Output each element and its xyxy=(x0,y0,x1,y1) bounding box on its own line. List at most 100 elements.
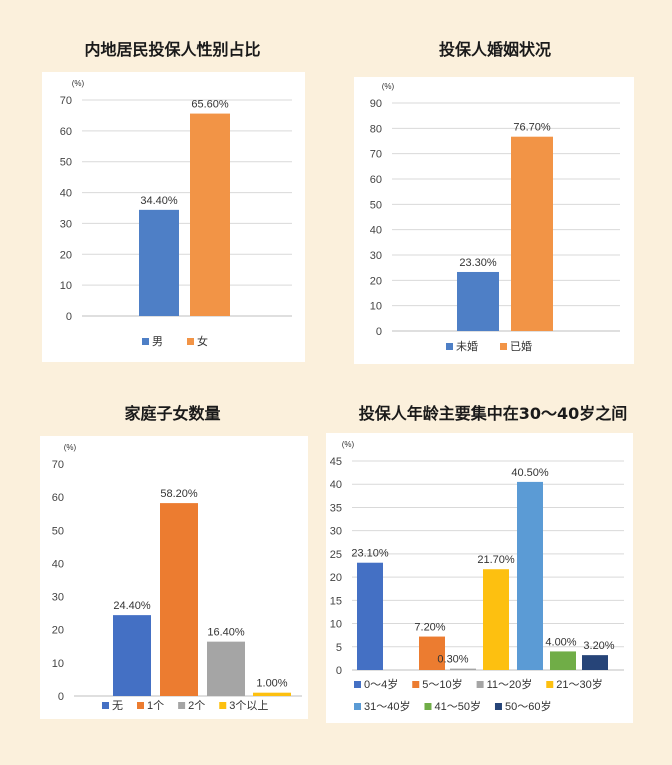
bar-1 xyxy=(357,562,383,670)
data-label: 3.20% xyxy=(583,640,614,652)
y-tick-label: 25 xyxy=(330,549,342,561)
data-label: 4.00% xyxy=(545,636,576,648)
legend-label: 0～4岁 xyxy=(364,677,398,691)
legend-label: 无 xyxy=(112,700,123,712)
y-tick-label: 30 xyxy=(370,250,382,262)
chart-title-marital: 投保人婚姻状况 xyxy=(438,40,551,59)
legend-label: 21～30岁 xyxy=(556,677,602,691)
legend-swatch xyxy=(494,703,502,710)
data-label: 40.50% xyxy=(511,467,549,479)
legend-swatch xyxy=(102,702,109,709)
y-tick-label: 80 xyxy=(370,123,382,135)
unit-label: (%) xyxy=(72,79,85,88)
y-tick-label: 60 xyxy=(60,126,72,138)
legend-label: 41～50岁 xyxy=(434,699,480,713)
legend-swatch xyxy=(187,338,194,345)
y-tick-label: 50 xyxy=(370,199,382,211)
bar-2 xyxy=(511,136,553,331)
legend-swatch xyxy=(546,681,554,688)
chart-title-age: 投保人年龄主要集中在30～40岁之间 xyxy=(358,404,628,423)
bar-1 xyxy=(113,615,151,696)
y-tick-label: 0 xyxy=(376,326,382,338)
bar-3 xyxy=(450,668,476,670)
y-tick-label: 40 xyxy=(330,479,342,491)
legend-label: 5～10岁 xyxy=(422,677,462,691)
y-tick-label: 10 xyxy=(330,619,342,631)
y-tick-label: 30 xyxy=(60,218,72,230)
y-tick-label: 70 xyxy=(52,459,64,471)
y-tick-label: 20 xyxy=(52,625,64,637)
y-tick-label: 0 xyxy=(58,691,64,703)
y-tick-label: 70 xyxy=(370,149,382,161)
legend-swatch xyxy=(446,343,453,350)
legend-swatch xyxy=(500,343,507,350)
bar-2 xyxy=(190,113,230,316)
y-tick-label: 15 xyxy=(330,595,342,607)
legend-label: 男 xyxy=(152,336,163,348)
data-label: 65.60% xyxy=(191,99,229,111)
legend-swatch xyxy=(476,681,484,688)
y-tick-label: 0 xyxy=(336,665,342,677)
legend-swatch xyxy=(424,703,432,710)
bar-4 xyxy=(483,569,509,670)
data-label: 34.40% xyxy=(140,195,178,207)
legend-label: 已婚 xyxy=(510,339,532,353)
y-tick-label: 5 xyxy=(336,642,342,654)
data-label: 16.40% xyxy=(207,627,245,639)
data-label: 0.30% xyxy=(437,654,468,666)
data-label: 21.70% xyxy=(477,554,515,566)
chart-svg-gender: (%) 0 10 20 30 40 50 60 70 34.40% 65.60% 男 女 xyxy=(60,79,292,348)
bar-6 xyxy=(550,651,576,670)
chart-panel-gender: (%) 0 10 20 30 40 50 60 70 34.40% 65.60% 男 女 xyxy=(42,72,305,362)
bar-1 xyxy=(139,209,179,316)
bar-2 xyxy=(419,636,445,670)
chart-title-gender: 内地居民投保人性别占比 xyxy=(84,40,261,59)
y-tick-label: 10 xyxy=(52,658,64,670)
data-label: 23.10% xyxy=(351,548,389,560)
y-tick-label: 90 xyxy=(370,98,382,110)
y-tick-label: 30 xyxy=(52,592,64,604)
bar-2 xyxy=(160,503,198,696)
y-tick-label: 20 xyxy=(370,275,382,287)
legend-swatch xyxy=(137,702,144,709)
y-tick-label: 45 xyxy=(330,456,342,468)
y-tick-label: 40 xyxy=(52,558,64,570)
legend-label: 1个 xyxy=(147,699,164,712)
bar-1 xyxy=(457,271,499,331)
chart-panel-children: (%) 0 10 20 30 40 50 60 70 24.40% 58.20% 16.40% 1.00… xyxy=(40,436,308,719)
y-tick-label: 30 xyxy=(330,526,342,538)
legend-label: 女 xyxy=(197,334,208,348)
legend-swatch xyxy=(412,681,420,688)
unit-label: (%) xyxy=(342,440,355,449)
y-tick-label: 10 xyxy=(60,280,72,292)
chart-title-children: 家庭子女数量 xyxy=(124,404,221,423)
y-tick-label: 35 xyxy=(330,502,342,514)
y-tick-label: 10 xyxy=(370,301,382,313)
y-tick-label: 20 xyxy=(330,572,342,584)
legend-label: 50～60岁 xyxy=(505,699,551,713)
data-label: 23.30% xyxy=(459,257,497,269)
legend-swatch xyxy=(219,702,227,709)
data-label: 24.40% xyxy=(113,600,151,612)
chart-svg-age: (%) 0 5 10 15 20 25 30 35 40 45 23.10% 7.20% 0.30% 21.… xyxy=(330,440,624,713)
chart-svg-marital: (%) 0 10 20 30 40 50 60 70 80 90 23.30% 76.70% 未婚 已婚 xyxy=(370,82,620,353)
legend-label: 3个以上 xyxy=(229,699,268,712)
unit-label: (%) xyxy=(382,82,395,91)
legend-swatch xyxy=(354,703,361,710)
y-tick-label: 60 xyxy=(52,492,64,504)
data-label: 58.20% xyxy=(160,488,198,500)
bar-7 xyxy=(582,655,608,670)
data-label: 7.20% xyxy=(414,622,445,634)
y-tick-label: 70 xyxy=(60,95,72,107)
data-label: 76.70% xyxy=(513,122,551,134)
legend-label: 2个 xyxy=(188,699,205,712)
data-label: 1.00% xyxy=(256,678,287,690)
chart-svg-children: (%) 0 10 20 30 40 50 60 70 24.40% 58.20% 16.40% 1.00… xyxy=(52,443,302,712)
bar-5 xyxy=(517,481,543,670)
chart-panel-age: (%) 0 5 10 15 20 25 30 35 40 45 23.10% 7.20% 0.30% 21.… xyxy=(326,433,633,723)
bar-4 xyxy=(253,692,291,696)
y-tick-label: 40 xyxy=(60,188,72,200)
y-tick-label: 60 xyxy=(370,174,382,186)
y-tick-label: 0 xyxy=(66,311,72,323)
legend-swatch xyxy=(142,338,149,345)
